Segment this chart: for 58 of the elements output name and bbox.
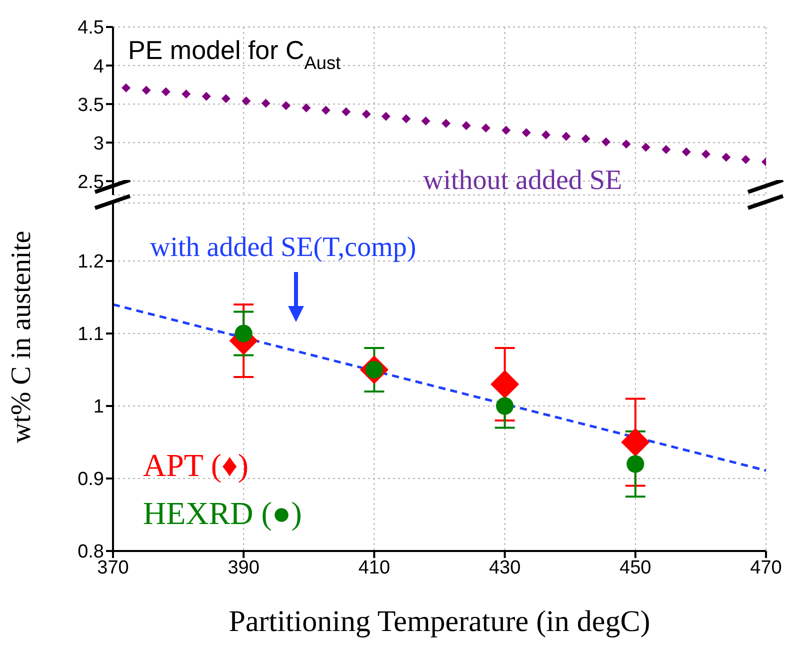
point (641, 142, 650, 152)
point (682, 147, 691, 156)
point (502, 126, 511, 135)
text: APT (♦) (143, 446, 250, 485)
y-tick-label: 4.5 (78, 18, 104, 39)
point (481, 123, 490, 132)
point (622, 140, 631, 149)
x-tick-label: 410 (358, 557, 390, 578)
point (581, 134, 590, 144)
point (142, 86, 151, 95)
y-tick-label: 1 (93, 396, 104, 418)
x-axis-title: Partitioning Temperature (in degC) (228, 605, 650, 638)
x-tick-label: 450 (620, 557, 652, 578)
point (741, 155, 750, 164)
point (522, 128, 531, 138)
point (621, 428, 650, 457)
point (381, 112, 390, 121)
y-tick-label: 1.2 (78, 252, 104, 273)
point (701, 150, 710, 159)
x-tick-label: 430 (488, 557, 521, 578)
point (442, 118, 451, 128)
y-tick-label: 4 (93, 56, 104, 78)
point (182, 90, 191, 99)
point (221, 94, 230, 104)
annotation: PE model for C$_{Aust}$ (128, 35, 341, 73)
annotation: without added SE (423, 165, 622, 196)
point (302, 103, 311, 112)
y-tick-label: 0.9 (78, 469, 104, 490)
y-tick-label: 3.5 (78, 94, 104, 116)
point (234, 324, 252, 342)
point (602, 137, 611, 146)
point (362, 110, 371, 119)
point (626, 455, 644, 473)
point (161, 87, 170, 96)
y-tick-label: 2.5 (78, 172, 104, 193)
point (662, 145, 671, 154)
point (562, 132, 571, 141)
y-tick-label: 3 (93, 133, 104, 154)
point (242, 96, 251, 106)
point (496, 397, 514, 415)
annotation: with added SE(T,comp) (150, 232, 416, 263)
point (722, 152, 731, 162)
x-tick-label: 390 (228, 557, 260, 578)
text: HEXRD (●) (143, 494, 302, 533)
point (321, 106, 330, 115)
point (202, 92, 211, 101)
point (402, 114, 411, 124)
point (342, 107, 351, 116)
point (490, 370, 520, 399)
point (282, 101, 291, 110)
y-axis-title: wt% C in austenite (6, 230, 37, 444)
point (462, 121, 471, 130)
point (122, 83, 131, 92)
y-tick-label: 1.1 (78, 324, 104, 346)
point (261, 98, 270, 108)
point (541, 130, 550, 140)
x-tick-label: 470 (750, 557, 782, 578)
point (421, 116, 430, 126)
